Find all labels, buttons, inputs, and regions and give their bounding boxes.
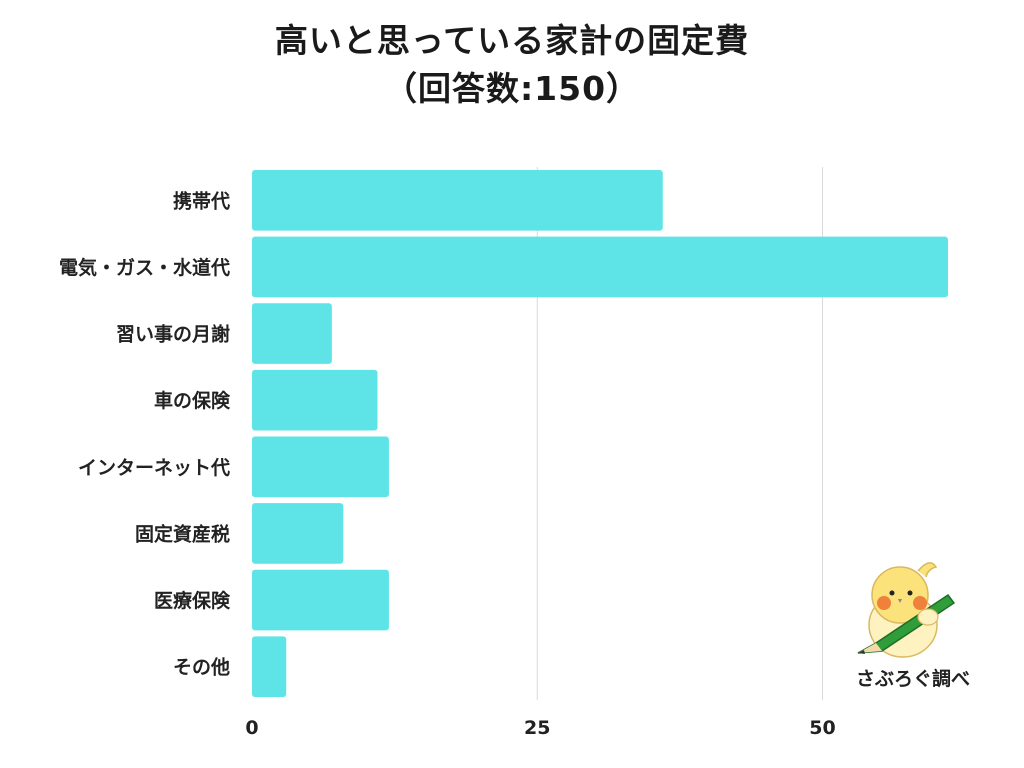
category-label: 固定資産税 [135, 522, 230, 545]
category-label: 車の保険 [154, 389, 231, 412]
x-tick-label: 25 [524, 717, 550, 739]
category-label: 医療保険 [154, 589, 231, 612]
source-credit: さぶろぐ調べ [855, 668, 970, 690]
chart-subtitle: （回答数:150） [383, 69, 641, 108]
bar [252, 436, 389, 498]
category-label: 携帯代 [173, 189, 230, 212]
category-label: その他 [173, 656, 230, 679]
bar [252, 170, 663, 231]
category-label: インターネット代 [78, 457, 230, 479]
bar [252, 636, 287, 697]
category-label: 習い事の月謝 [116, 323, 230, 346]
bar [252, 569, 389, 631]
bar [252, 369, 378, 431]
bar [252, 303, 332, 364]
bar [252, 236, 948, 298]
bar [252, 503, 344, 564]
category-label: 電気・ガス・水道代 [59, 256, 230, 279]
chart-title: 高いと思っている家計の固定費 [274, 21, 750, 60]
x-tick-label: 50 [809, 717, 835, 739]
x-tick-label: 0 [245, 717, 258, 739]
bird-mascot-icon [857, 562, 956, 658]
